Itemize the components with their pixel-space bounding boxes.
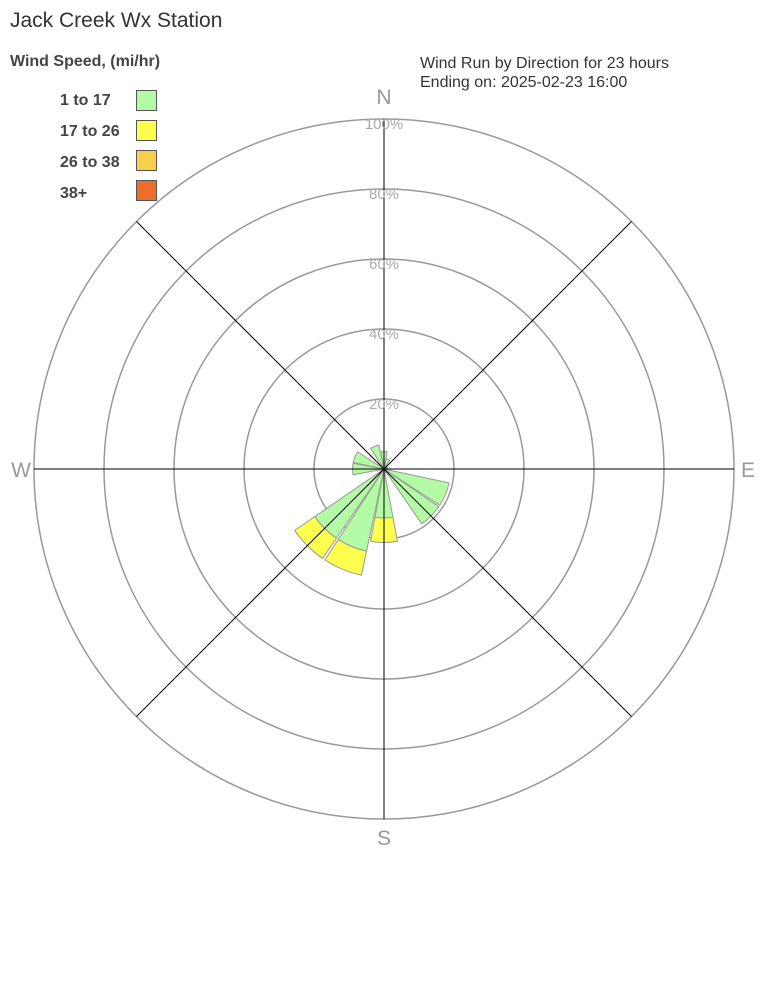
spoke-line <box>383 221 632 470</box>
legend-label: 38+ <box>60 185 88 202</box>
legend-swatch <box>136 180 157 201</box>
petal-NNW-0 <box>369 444 385 470</box>
spoke-line <box>383 468 632 717</box>
petal-WNW-0 <box>352 451 385 470</box>
legend-label: 26 to 38 <box>60 154 120 171</box>
radial-tick-label: 40% <box>369 326 399 343</box>
radial-tick-label: 80% <box>369 186 399 203</box>
legend-title: Wind Speed, (mi/hr) <box>10 53 161 70</box>
radial-tick-label: 20% <box>369 396 399 413</box>
radial-tick-label: 60% <box>369 256 399 273</box>
chart-subtitle: Wind Run by Direction for 23 hours <box>420 55 669 72</box>
spoke-line <box>136 468 385 717</box>
legend-swatch <box>136 120 157 141</box>
legend-label: 17 to 26 <box>60 123 120 140</box>
legend-label: 1 to 17 <box>60 92 111 109</box>
petal-ESE-0 <box>383 468 450 506</box>
compass-label-N: N <box>376 86 391 109</box>
legend-swatch <box>136 150 157 171</box>
petal-SSW-1 <box>324 538 368 576</box>
compass-label-E: E <box>741 459 755 482</box>
radial-tick-label: 100% <box>365 116 403 133</box>
station-title: Jack Creek Wx Station <box>10 9 223 32</box>
chart-end-time: Ending on: 2025-02-23 16:00 <box>420 74 628 91</box>
compass-label-S: S <box>377 827 391 850</box>
compass-label-W: W <box>11 459 31 482</box>
legend-swatch <box>136 90 157 111</box>
spoke-line <box>136 221 385 470</box>
